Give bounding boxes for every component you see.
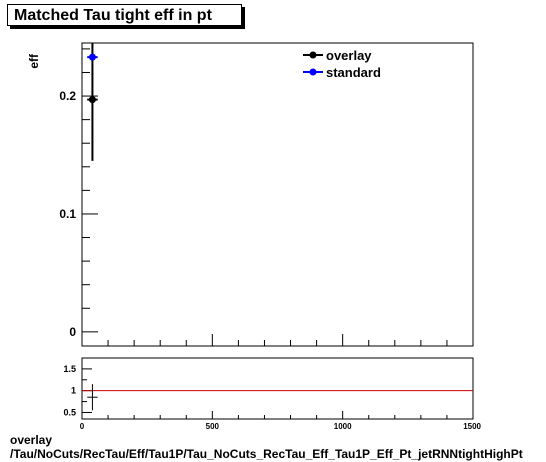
y-tick-label: 0.2	[59, 89, 76, 103]
y-tick-label: 0	[69, 325, 76, 339]
legend-label: standard	[326, 65, 381, 80]
y-tick-label: 0.1	[59, 207, 76, 221]
main-y-axis: 0 0.1 0.2	[59, 48, 98, 339]
footer-line-1: overlay	[10, 433, 53, 447]
y-axis-label: eff	[27, 53, 41, 69]
x-tick-label: 1500	[463, 422, 481, 431]
ratio-plot-frame	[81, 357, 474, 420]
footer-caption: overlay /Tau/NoCuts/RecTau/Eff/Tau1P/Tau…	[10, 433, 523, 461]
ratio-x-axis: 0 500 1000 1500	[80, 411, 482, 431]
ratio-y-tick-label: 0.5	[63, 407, 76, 417]
x-tick-label: 500	[206, 422, 220, 431]
legend: overlay standard	[303, 48, 381, 80]
footer-line-2: /Tau/NoCuts/RecTau/Eff/Tau1P/Tau_NoCuts_…	[10, 447, 523, 461]
main-plot-frame	[81, 42, 474, 347]
chart-title: Matched Tau tight eff in pt	[7, 4, 242, 26]
x-tick-label: 1000	[334, 422, 352, 431]
data-point-overlay	[88, 96, 96, 104]
legend-marker	[309, 68, 317, 76]
legend-marker	[309, 51, 317, 59]
ratio-data-layer	[82, 384, 473, 411]
main-x-axis	[81, 334, 474, 346]
main-data-layer	[87, 43, 98, 161]
x-tick-label: 0	[80, 422, 85, 431]
ratio-y-tick-label: 1.5	[63, 364, 76, 374]
legend-label: overlay	[326, 48, 372, 63]
data-point-standard	[88, 53, 96, 61]
ratio-y-tick-label: 1	[71, 386, 76, 396]
